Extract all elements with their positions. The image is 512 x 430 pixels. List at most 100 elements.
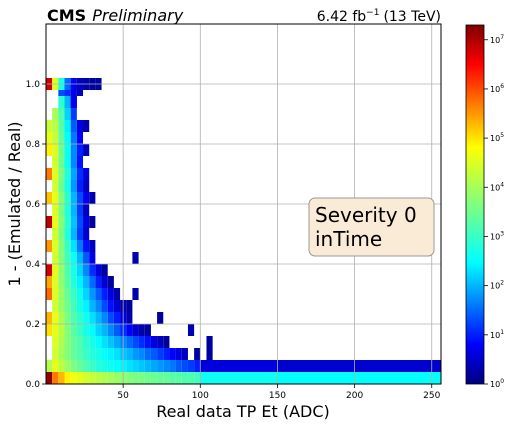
heatmap-bin — [126, 336, 133, 348]
x-axis-label: Real data TP Et (ADC) — [156, 402, 330, 421]
heatmap-bin — [58, 120, 65, 132]
heatmap-bins — [46, 78, 441, 384]
header-cms: CMS — [47, 6, 86, 25]
heatmap-bin — [175, 372, 182, 384]
heatmap-bin — [76, 240, 84, 252]
heatmap-bin — [101, 372, 108, 384]
heatmap-bin — [64, 192, 71, 204]
heatmap-bin — [126, 324, 133, 336]
heatmap-bin — [52, 228, 59, 240]
heatmap-bin — [113, 372, 121, 384]
heatmap-bin — [76, 132, 84, 144]
heatmap-bin — [150, 372, 158, 384]
heatmap-bin — [52, 372, 59, 384]
colorbar-ticks: 100 101 102 103 104 105 106 107 — [484, 34, 504, 389]
heatmap-bin — [58, 288, 65, 300]
heatmap-bin — [52, 252, 59, 264]
colorbar-tick-label: 104 — [490, 181, 504, 192]
heatmap-bin — [83, 276, 90, 288]
heatmap-bin — [46, 120, 53, 132]
heatmap-bin — [76, 144, 84, 156]
heatmap-bin — [58, 348, 65, 360]
heatmap-bin — [163, 360, 170, 372]
heatmap-bin — [132, 288, 139, 300]
heatmap-bin — [46, 168, 53, 180]
heatmap-bin — [126, 360, 133, 372]
y-tick-label: 1.0 — [26, 80, 41, 90]
heatmap-bin — [70, 324, 77, 336]
heatmap-bin — [113, 348, 121, 360]
heatmap-bin — [76, 360, 84, 372]
heatmap-bin — [89, 216, 96, 228]
header-luminosity-exponent: −1 — [366, 8, 379, 18]
heatmap-bin — [76, 252, 84, 264]
x-tick-label: 100 — [192, 391, 209, 401]
heatmap-bin — [107, 360, 114, 372]
heatmap-bin — [70, 132, 77, 144]
heatmap-bin — [107, 348, 114, 360]
heatmap-bin — [101, 348, 108, 360]
heatmap-bin — [144, 348, 151, 360]
heatmap-bin — [70, 216, 77, 228]
heatmap-bin — [132, 360, 139, 372]
heatmap-bin — [76, 216, 84, 228]
heatmap-bin — [83, 204, 90, 216]
chart-header-right: 6.42 fb−1 (13 TeV) — [317, 8, 441, 25]
heatmap-bin — [157, 336, 164, 348]
heatmap-bin — [83, 228, 90, 240]
heatmap-bin — [76, 288, 84, 300]
heatmap-bin — [46, 192, 53, 204]
heatmap-bin — [70, 120, 77, 132]
heatmap-bin — [70, 372, 77, 384]
annotation-background — [308, 197, 435, 257]
heatmap-bin — [64, 96, 71, 108]
heatmap-bin — [64, 312, 71, 324]
heatmap-bin — [52, 144, 59, 156]
heatmap-bin — [64, 120, 71, 132]
heatmap-bin — [138, 360, 145, 372]
heatmap-bin — [126, 300, 133, 312]
heatmap-bin — [175, 348, 182, 360]
heatmap-bin — [58, 156, 65, 168]
heatmap-bin — [277, 372, 441, 384]
heatmap-bin — [89, 348, 96, 360]
heatmap-bin — [101, 288, 108, 300]
heatmap-bin — [107, 336, 114, 348]
heatmap-bin — [70, 300, 77, 312]
heatmap-bin — [64, 288, 71, 300]
heatmap-bin — [52, 120, 59, 132]
heatmap-bin — [194, 360, 201, 372]
heatmap-bin — [52, 348, 59, 360]
heatmap-bin — [64, 300, 71, 312]
heatmap-bin — [107, 372, 114, 384]
heatmap-bin — [52, 276, 59, 288]
heatmap-bin — [113, 300, 121, 312]
heatmap-bin — [101, 324, 108, 336]
heatmap-bin — [277, 360, 441, 372]
heatmap-bin — [83, 192, 90, 204]
heatmap-bin — [169, 372, 176, 384]
heatmap-bin — [52, 132, 59, 144]
heatmap-bin — [76, 168, 84, 180]
heatmap-bin — [76, 228, 84, 240]
annotation-line-severity: Severity 0 — [315, 203, 417, 227]
heatmap-bin — [126, 372, 133, 384]
heatmap-bin — [58, 252, 65, 264]
heatmap-bin — [52, 192, 59, 204]
heatmap-bin — [76, 156, 84, 168]
heatmap-bin — [132, 324, 139, 336]
heatmap-bin — [89, 372, 96, 384]
heatmap-bin — [89, 360, 96, 372]
heatmap-bin — [83, 360, 90, 372]
heatmap-bin — [52, 108, 59, 120]
heatmap-bin — [150, 336, 158, 348]
heatmap-bin — [150, 360, 158, 372]
heatmap-bin — [206, 336, 213, 348]
heatmap-bin — [89, 264, 96, 276]
heatmap-bin — [144, 372, 151, 384]
colorbar-tick-label: 101 — [490, 329, 504, 340]
heatmap-bin — [113, 336, 121, 348]
heatmap-bin — [64, 108, 71, 120]
heatmap-bin — [144, 336, 151, 348]
heatmap-bin — [70, 144, 77, 156]
